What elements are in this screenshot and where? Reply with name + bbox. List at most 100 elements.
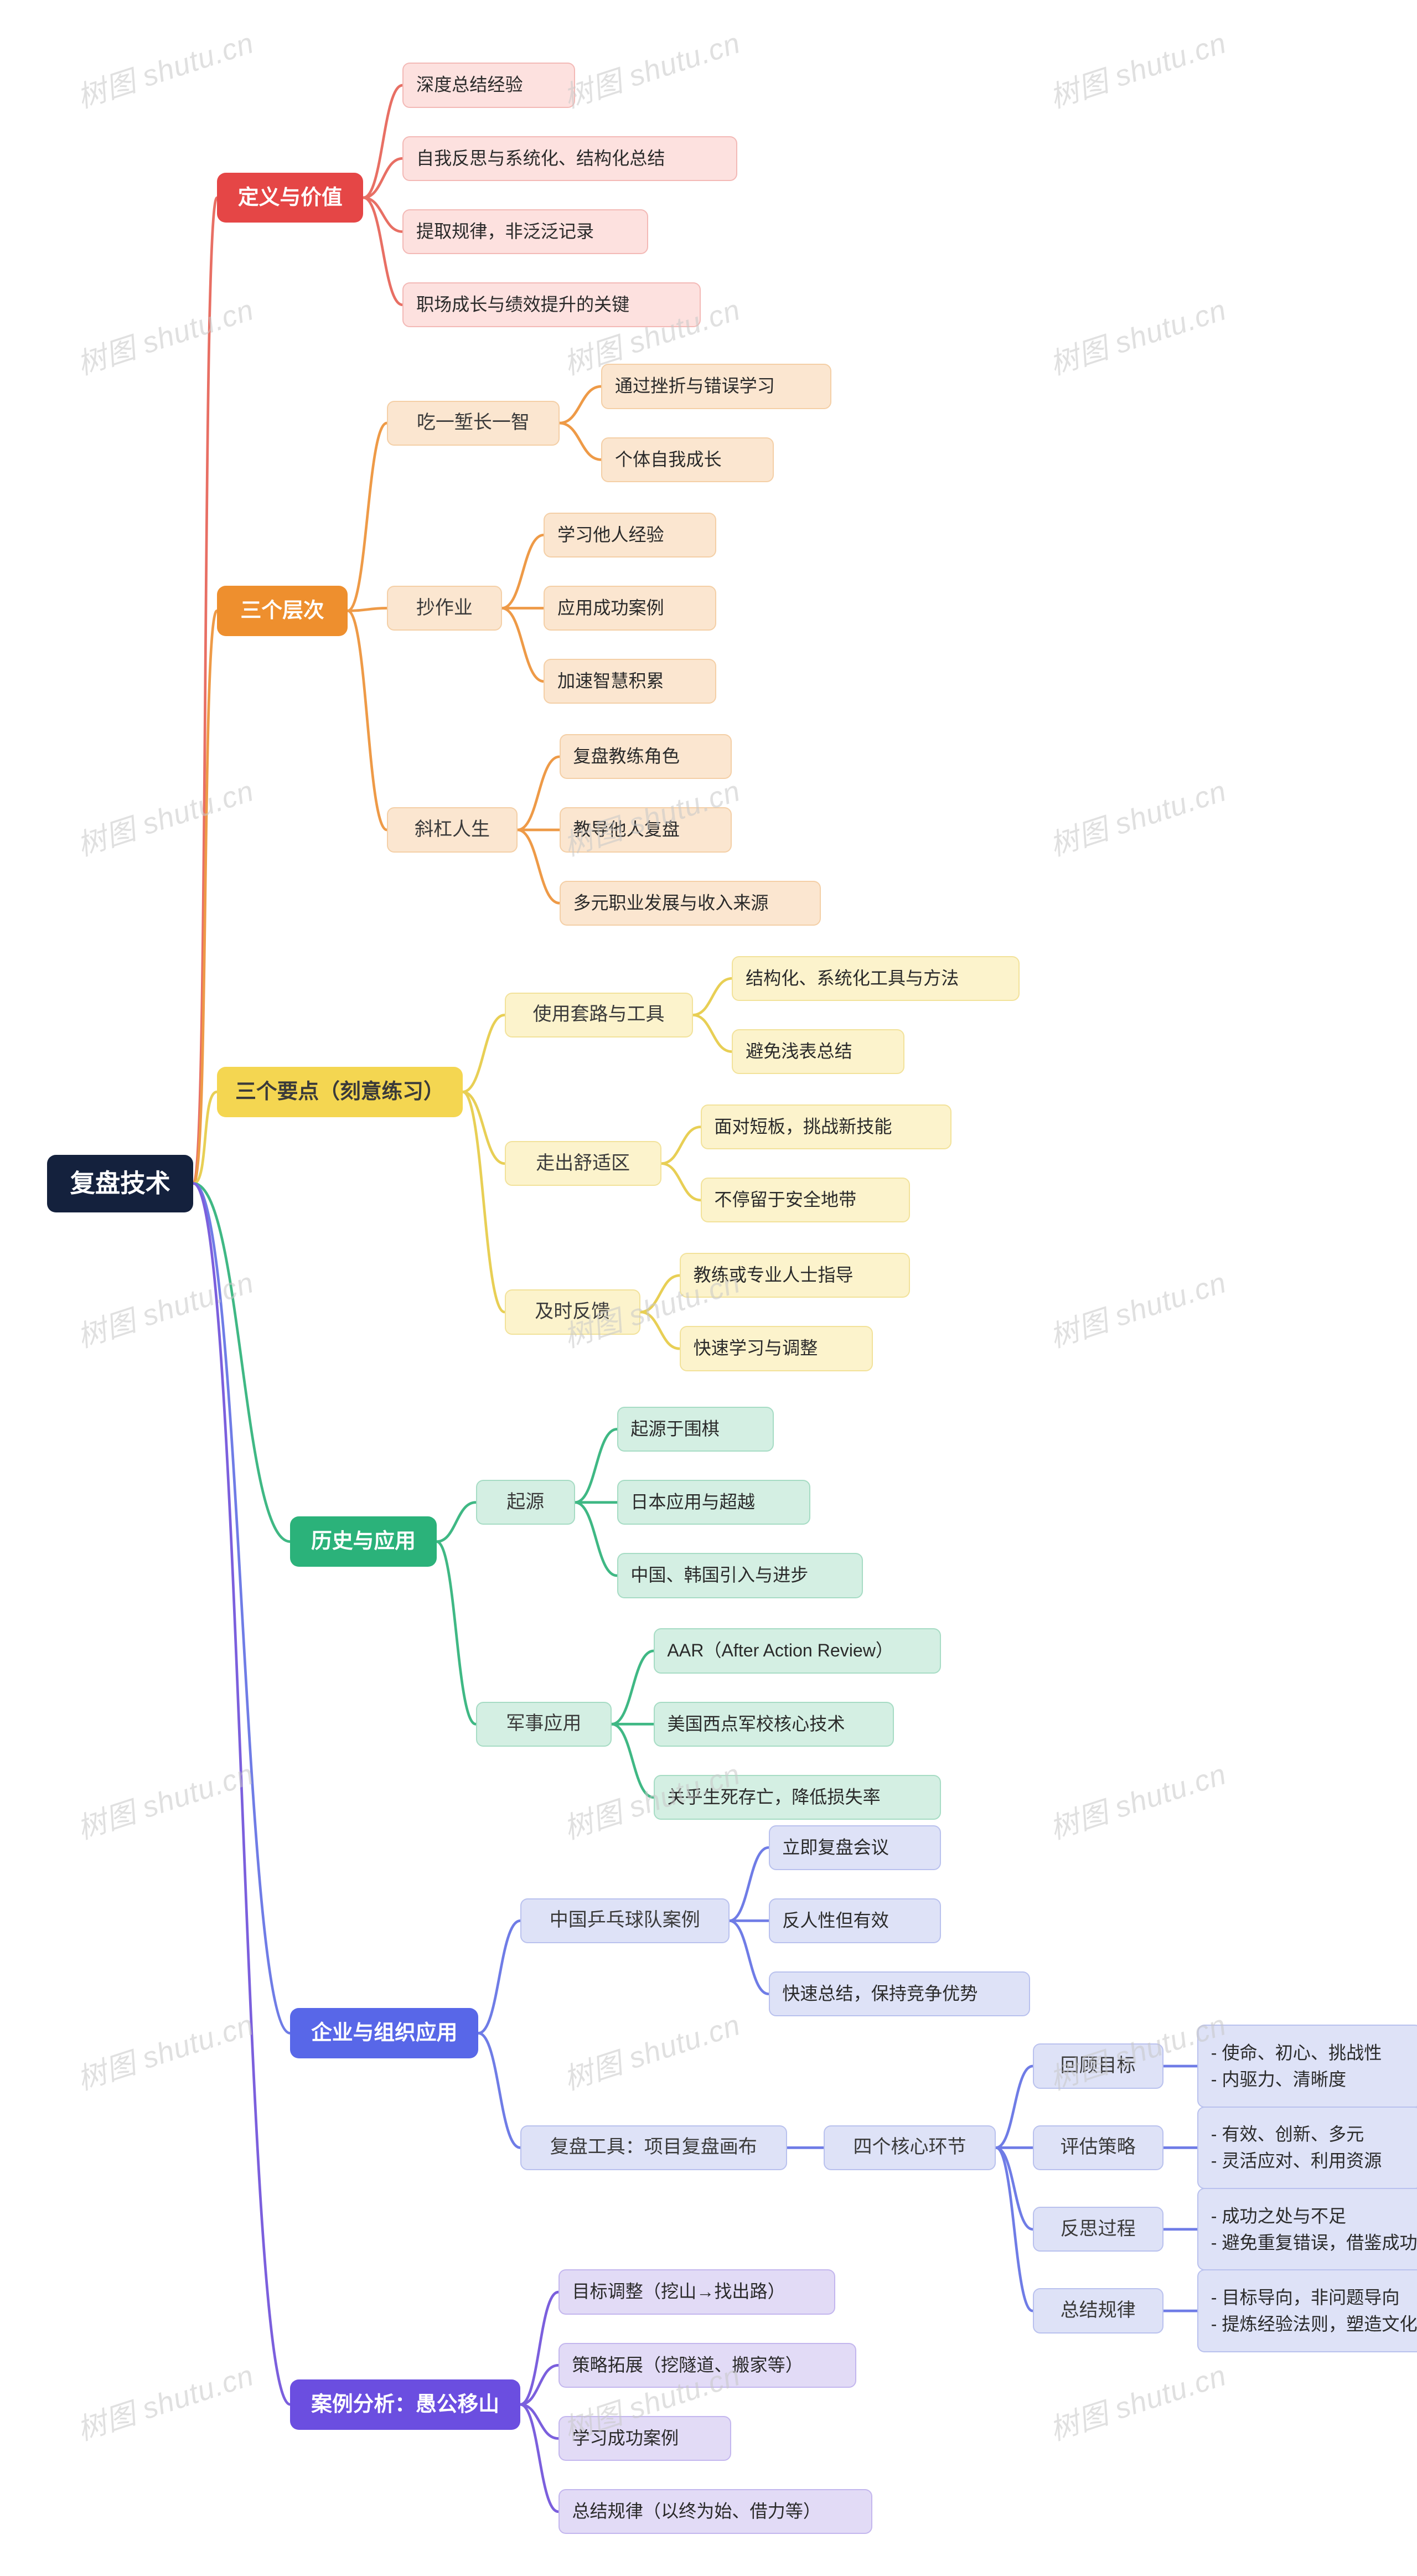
node-label: 企业与组织应用 xyxy=(311,2019,457,2047)
watermark: 树图 shutu.cn xyxy=(71,1751,259,1847)
node-label: - 成功之处与不足- 避免重复错误，借鉴成功 xyxy=(1211,2203,1417,2256)
node-label: 策略拓展（挖隧道、搬家等） xyxy=(572,2353,803,2377)
node-label: 立即复盘会议 xyxy=(782,1836,889,1860)
node-label: 结构化、系统化工具与方法 xyxy=(746,967,959,990)
branch-node: 企业与组织应用 xyxy=(290,2008,478,2058)
root-node: 复盘技术 xyxy=(47,1155,193,1212)
leaf-node: 深度总结经验 xyxy=(402,63,575,107)
node-label: 学习他人经验 xyxy=(557,523,664,547)
mid-node: 复盘工具：项目复盘画布 xyxy=(520,2125,787,2170)
branch-node: 案例分析：愚公移山 xyxy=(290,2379,520,2430)
node-label: 日本应用与超越 xyxy=(630,1490,755,1514)
node-label: 通过挫折与错误学习 xyxy=(615,374,775,398)
node-label: 三个要点（刻意练习） xyxy=(235,1078,444,1106)
mid-node: 起源 xyxy=(476,1480,575,1525)
node-label: AAR（After Action Review） xyxy=(667,1639,893,1663)
node-label: 提取规律，非泛泛记录 xyxy=(416,220,594,244)
node-label: 不停留于安全地带 xyxy=(714,1188,856,1212)
leaf-node: - 目标导向，非问题导向- 提炼经验法则，塑造文化 xyxy=(1197,2269,1417,2352)
leaf-node: - 使命、初心、挑战性- 内驱力、清晰度 xyxy=(1197,2025,1417,2107)
watermark: 树图 shutu.cn xyxy=(1044,1751,1232,1847)
node-label: 定义与价值 xyxy=(238,184,343,212)
node-label: 吃一堑长一智 xyxy=(417,410,530,436)
mid-node: 使用套路与工具 xyxy=(505,993,693,1037)
node-label: 深度总结经验 xyxy=(416,73,523,97)
leaf-node: 美国西点军校核心技术 xyxy=(654,1702,894,1747)
watermark: 树图 shutu.cn xyxy=(557,20,745,117)
watermark: 树图 shutu.cn xyxy=(71,1259,259,1356)
node-label: 总结规律（以终为始、借力等） xyxy=(572,2500,821,2523)
leaf-node: 复盘教练角色 xyxy=(560,734,732,779)
watermark: 树图 shutu.cn xyxy=(1044,2352,1232,2449)
mid-node: 总结规律 xyxy=(1033,2288,1163,2333)
watermark: 树图 shutu.cn xyxy=(71,2352,259,2449)
mindmap-canvas: 复盘技术 定义与价值 深度总结经验自我反思与系统化、结构化总结提取规律，非泛泛记录职… xyxy=(0,0,1417,2576)
leaf-node: 自我反思与系统化、结构化总结 xyxy=(402,136,737,181)
node-label: 复盘技术 xyxy=(70,1166,170,1200)
branch-node: 历史与应用 xyxy=(290,1516,436,1567)
node-label: 应用成功案例 xyxy=(557,596,664,620)
branch-node: 三个要点（刻意练习） xyxy=(217,1067,463,1117)
node-label: 目标调整（挖山→找出路） xyxy=(572,2280,785,2304)
leaf-node: 反人性但有效 xyxy=(769,1898,942,1943)
watermark: 树图 shutu.cn xyxy=(71,286,259,383)
leaf-node: 应用成功案例 xyxy=(544,586,716,631)
node-label: 中国乒乓球队案例 xyxy=(550,1908,700,1933)
node-label: 及时反馈 xyxy=(535,1299,610,1325)
node-label: 避免浅表总结 xyxy=(746,1040,852,1064)
branch-node: 定义与价值 xyxy=(217,173,363,223)
watermark: 树图 shutu.cn xyxy=(1044,286,1232,383)
leaf-node: 关乎生死存亡，降低损失率 xyxy=(654,1775,942,1820)
node-label: 加速智慧积累 xyxy=(557,669,664,693)
leaf-node: 起源于围棋 xyxy=(617,1407,774,1452)
node-label: 使用套路与工具 xyxy=(533,1002,665,1028)
node-label: 军事应用 xyxy=(506,1711,581,1737)
leaf-node: AAR（After Action Review） xyxy=(654,1628,942,1673)
leaf-node: 通过挫折与错误学习 xyxy=(601,364,831,409)
leaf-node: - 成功之处与不足- 避免重复错误，借鉴成功 xyxy=(1197,2188,1417,2270)
node-label: 多元职业发展与收入来源 xyxy=(573,891,768,915)
branch-node: 三个层次 xyxy=(217,586,348,636)
node-label: 学习成功案例 xyxy=(572,2427,679,2450)
leaf-node: 学习他人经验 xyxy=(544,513,716,557)
node-label: 关乎生死存亡，降低损失率 xyxy=(667,1785,880,1809)
mid-node: 中国乒乓球队案例 xyxy=(520,1898,730,1943)
leaf-node: - 有效、创新、多元- 灵活应对、利用资源 xyxy=(1197,2107,1417,2189)
node-label: 回顾目标 xyxy=(1061,2053,1136,2079)
node-label: 走出舒适区 xyxy=(536,1151,630,1176)
node-label: 斜杠人生 xyxy=(415,817,490,843)
leaf-node: 中国、韩国引入与进步 xyxy=(617,1553,863,1598)
node-label: - 使命、初心、挑战性- 内驱力、清晰度 xyxy=(1211,2040,1382,2093)
leaf-node: 不停留于安全地带 xyxy=(701,1178,910,1222)
leaf-node: 个体自我成长 xyxy=(601,437,774,482)
node-label: - 目标导向，非问题导向- 提炼经验法则，塑造文化 xyxy=(1211,2284,1417,2337)
watermark: 树图 shutu.cn xyxy=(71,20,259,117)
node-label: 反思过程 xyxy=(1061,2217,1136,2242)
node-label: 教练或专业人士指导 xyxy=(694,1263,854,1287)
node-label: 总结规律 xyxy=(1061,2298,1136,2324)
node-label: - 有效、创新、多元- 灵活应对、利用资源 xyxy=(1211,2121,1382,2174)
watermark: 树图 shutu.cn xyxy=(1044,767,1232,864)
leaf-node: 多元职业发展与收入来源 xyxy=(560,881,821,926)
leaf-node: 学习成功案例 xyxy=(558,2416,731,2461)
node-label: 美国西点军校核心技术 xyxy=(667,1712,845,1736)
node-label: 起源于围棋 xyxy=(630,1417,720,1441)
mid-node: 及时反馈 xyxy=(505,1289,641,1334)
mid-node: 军事应用 xyxy=(476,1702,612,1747)
node-label: 历史与应用 xyxy=(311,1527,416,1556)
leaf-node: 快速总结，保持竞争优势 xyxy=(769,1971,1030,2016)
node-label: 案例分析：愚公移山 xyxy=(311,2391,499,2419)
node-label: 面对短板，挑战新技能 xyxy=(714,1115,892,1139)
leaf-node: 日本应用与超越 xyxy=(617,1480,810,1525)
node-label: 自我反思与系统化、结构化总结 xyxy=(416,147,665,171)
node-label: 三个层次 xyxy=(241,597,324,625)
node-label: 教导他人复盘 xyxy=(573,818,680,842)
leaf-node: 提取规律，非泛泛记录 xyxy=(402,209,648,254)
node-label: 起源 xyxy=(506,1490,544,1515)
mid-node: 评估策略 xyxy=(1033,2125,1163,2170)
leaf-node: 结构化、系统化工具与方法 xyxy=(732,956,1020,1001)
mid-node: 斜杠人生 xyxy=(387,807,518,852)
watermark: 树图 shutu.cn xyxy=(1044,1259,1232,1356)
leaf-node: 快速学习与调整 xyxy=(680,1326,873,1371)
node-label: 职场成长与绩效提升的关键 xyxy=(416,293,629,317)
